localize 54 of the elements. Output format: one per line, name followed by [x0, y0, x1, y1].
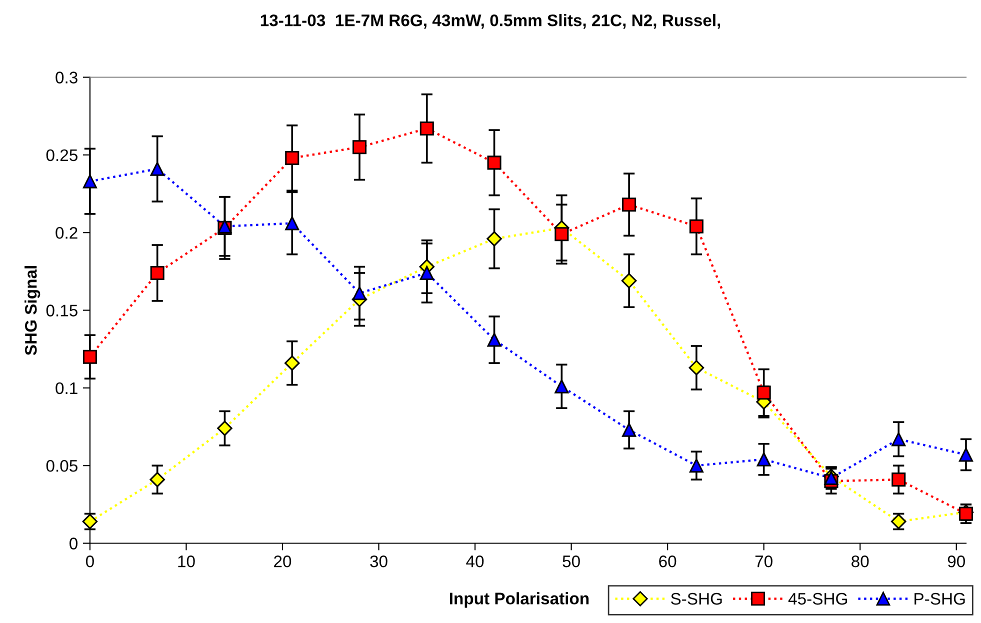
- x-tick-label: 90: [948, 556, 965, 568]
- point: [892, 472, 906, 487]
- x-tick-label: 10: [178, 556, 195, 568]
- point: [688, 360, 704, 376]
- point: [622, 422, 636, 437]
- point: [958, 448, 974, 462]
- x-tick-label: 60: [659, 556, 676, 568]
- x-axis-title: Input Polarisation: [450, 592, 589, 608]
- point: [82, 350, 97, 364]
- point: [486, 231, 502, 246]
- point: [420, 266, 434, 280]
- point: [689, 458, 704, 473]
- y-axis-title: SHG Signal: [24, 266, 40, 356]
- x-tick-label: 40: [466, 556, 484, 568]
- point: [150, 472, 165, 488]
- point: [621, 273, 637, 288]
- point: [150, 162, 164, 176]
- x-tick-label: 80: [852, 556, 869, 568]
- y-tick-label: 0.1: [56, 382, 78, 394]
- point: [958, 506, 974, 521]
- point: [892, 432, 906, 446]
- x-tick-label: 20: [274, 556, 292, 568]
- point: [622, 198, 636, 212]
- point: [150, 266, 164, 280]
- point: [285, 151, 300, 166]
- point: [285, 216, 300, 230]
- point: [284, 355, 300, 371]
- point: [352, 286, 367, 300]
- point: [217, 420, 232, 436]
- y-tick-label: 0.25: [46, 149, 78, 162]
- point: [487, 156, 502, 170]
- legend-label: P-SHG: [914, 592, 965, 605]
- point: [487, 332, 502, 347]
- point: [756, 386, 771, 400]
- point: [689, 219, 704, 234]
- point: [554, 227, 569, 242]
- point: [420, 122, 434, 136]
- y-tick-label: 0.15: [46, 304, 78, 316]
- y-tick-label: 0: [70, 538, 78, 550]
- point: [82, 514, 98, 530]
- point: [82, 174, 97, 188]
- x-tick-label: 50: [562, 556, 580, 568]
- chart-title: 13-11-03 1E-7M R6G, 43mW, 0.5mm Slits, 21C, N2, Russel,: [260, 14, 720, 29]
- x-tick-label: 30: [370, 556, 388, 568]
- legend-label: 45-SHG: [788, 592, 847, 605]
- y-tick-label: 0.05: [46, 460, 78, 472]
- y-tick-label: 0.2: [56, 226, 78, 239]
- y-tick-label: 0.3: [56, 72, 78, 84]
- point: [554, 379, 569, 394]
- legend-label: S-SHG: [670, 592, 722, 605]
- point: [352, 140, 367, 154]
- x-tick-label: 70: [755, 556, 772, 568]
- point: [756, 452, 771, 466]
- x-tick-label: 0: [86, 556, 94, 568]
